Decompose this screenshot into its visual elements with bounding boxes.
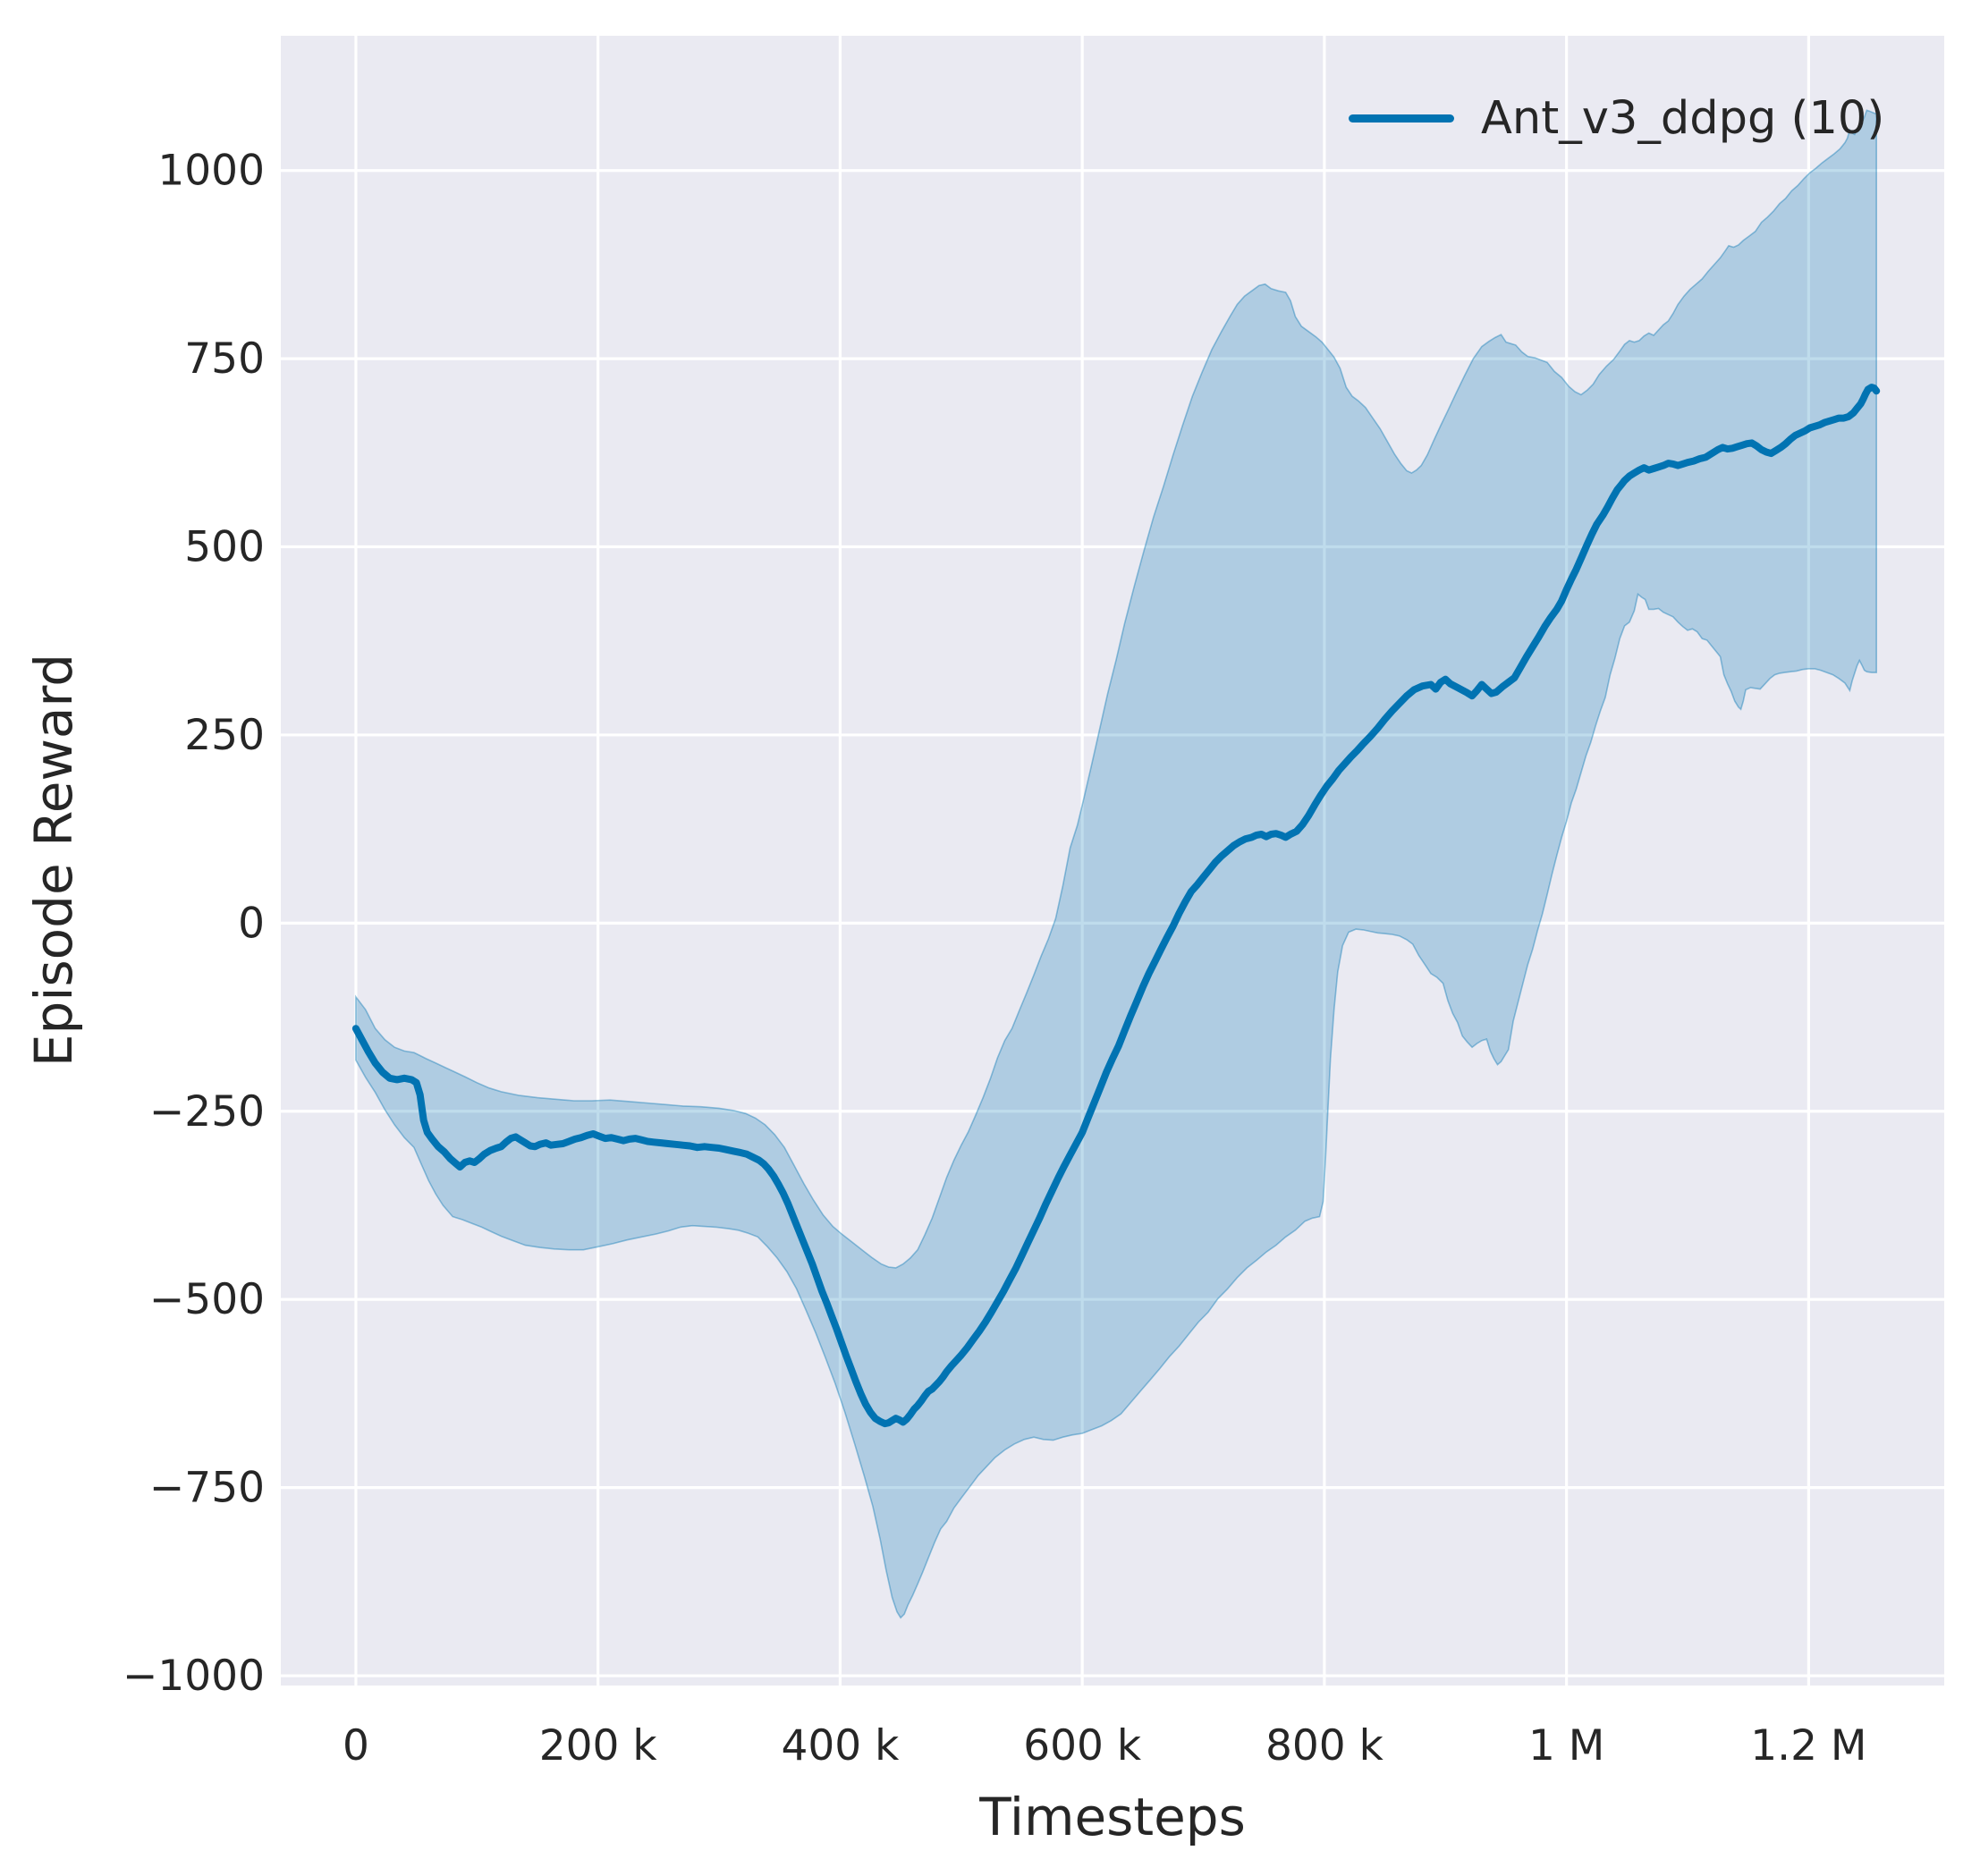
x-axis-label: Timesteps: [979, 1787, 1246, 1847]
x-tick-label: 1.2 M: [1750, 1721, 1866, 1770]
y-tick-label: 250: [184, 711, 265, 760]
y-tick-label: 1000: [157, 147, 265, 196]
mean-line: [351, 384, 1881, 1428]
y-tick-label: −750: [149, 1464, 265, 1513]
y-tick-label: −500: [149, 1275, 265, 1324]
legend-series-label: Ant_v3_ddpg (10): [1481, 92, 1885, 145]
confidence-band: [355, 109, 1877, 1619]
plot-background: [281, 36, 1944, 1686]
y-tick-label: −250: [149, 1087, 265, 1137]
legend: Ant_v3_ddpg (10): [1349, 92, 1884, 145]
y-tick-label: −1000: [123, 1652, 265, 1701]
x-tick-label: 600 k: [1023, 1721, 1142, 1770]
x-tick-label: 0: [343, 1721, 369, 1770]
y-tick-label: 750: [184, 334, 265, 384]
x-tick-label: 1 M: [1528, 1721, 1604, 1770]
y-tick-label: 500: [184, 523, 265, 572]
legend-line-swatch: [1349, 114, 1454, 123]
x-tick-label: 200 k: [539, 1721, 658, 1770]
x-tick-label: 800 k: [1265, 1721, 1384, 1770]
x-tick-label: 400 k: [781, 1721, 900, 1770]
y-axis-label: Episode Reward: [23, 653, 84, 1068]
grid: [281, 36, 1944, 1686]
y-tick-label: 0: [238, 899, 265, 948]
